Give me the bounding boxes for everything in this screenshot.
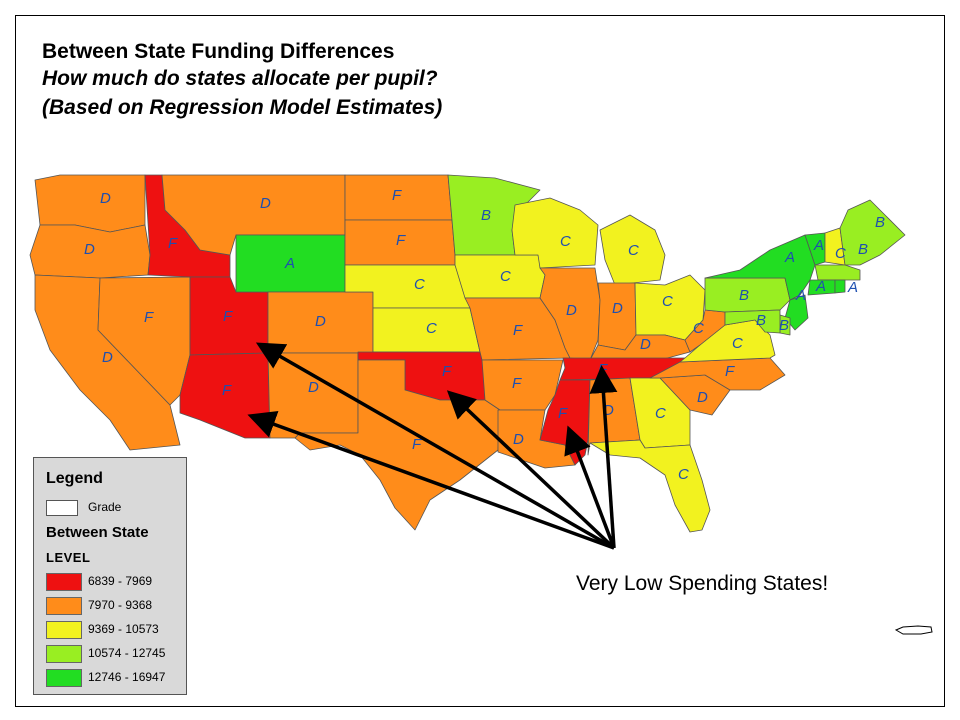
grade-label-louisiana: D [513, 431, 524, 448]
grade-label-georgia: C [655, 405, 666, 422]
grade-label-mississippi: F [558, 405, 568, 422]
legend-range-label: 6839 - 7969 [88, 574, 153, 588]
arrow-to-utah [255, 342, 615, 550]
grade-label-iowa: C [500, 268, 511, 285]
grade-label-south-dakota: F [396, 232, 406, 249]
legend-grade-swatch [46, 500, 78, 516]
state-new-york [704, 234, 816, 301]
map-subtitle-note: (Based on Regression Model Estimates) [42, 96, 443, 119]
grade-label-virginia: C [732, 335, 743, 352]
legend-layer-title: Between State [46, 524, 149, 541]
legend-range-label: 12746 - 16947 [88, 670, 166, 684]
legend-range-label: 10574 - 12745 [88, 646, 166, 660]
grade-label-montana: D [260, 195, 271, 212]
arrow-to-oklahoma [446, 390, 616, 550]
state-rhode-island [834, 279, 846, 294]
legend-color-swatch [46, 669, 82, 687]
legend-color-swatch [46, 621, 82, 639]
grade-label-massachusetts: B [858, 241, 868, 258]
state-massachusetts [814, 264, 861, 281]
grade-label-florida: C [678, 466, 689, 483]
grade-label-oklahoma: F [442, 363, 452, 380]
grade-label-alabama: D [603, 402, 614, 419]
grade-label-west-virginia: C [693, 320, 704, 337]
grade-label-connecticut: A [815, 278, 826, 295]
grade-label-washington: D [100, 190, 111, 207]
legend-box: Legend Grade Between State LEVEL 6839 - … [33, 457, 187, 695]
puerto-rico-outline [894, 625, 933, 635]
state-maryland [724, 309, 781, 334]
state-michigan [599, 214, 666, 286]
grade-label-maryland: B [779, 317, 789, 334]
grade-label-maine: B [875, 214, 885, 231]
legend-color-swatch [46, 645, 82, 663]
grade-label-california: D [102, 349, 113, 366]
state-washington [34, 174, 146, 233]
arrow-to-arizona [247, 411, 615, 550]
callout-label: Very Low Spending States! [576, 572, 829, 595]
grade-label-wisconsin: C [560, 233, 571, 250]
legend-grade-label: Grade [88, 500, 122, 514]
grade-label-new-york: A [784, 249, 795, 266]
grade-label-missouri: F [513, 322, 523, 339]
legend-title: Legend [46, 470, 103, 487]
grade-label-new-hampshire: C [835, 245, 846, 262]
legend-range-label: 9369 - 10573 [88, 622, 159, 636]
grade-label-pennsylvania: B [739, 287, 749, 304]
grade-label-delaware: B [756, 312, 766, 329]
grade-label-arizona: F [222, 382, 232, 399]
grade-label-michigan: C [628, 242, 639, 259]
grade-label-north-carolina: F [725, 363, 735, 380]
grade-label-kentucky: D [640, 336, 651, 353]
map-subtitle: How much do states allocate per pupil? [42, 67, 438, 90]
grade-label-kansas: C [426, 320, 437, 337]
state-new-jersey [784, 294, 809, 331]
legend-color-swatch [46, 597, 82, 615]
state-maine [839, 199, 906, 266]
grade-label-indiana: D [612, 300, 623, 317]
legend-range-label: 7970 - 9368 [88, 598, 153, 612]
arrow-to-tennessee [589, 365, 618, 549]
arrow-to-mississippi [564, 425, 616, 549]
grade-label-arkansas: F [512, 375, 522, 392]
grade-label-new-jersey: A [795, 287, 806, 304]
grade-label-nevada: F [144, 309, 154, 326]
state-florida [589, 439, 711, 533]
grade-label-wyoming: A [284, 255, 295, 272]
grade-label-texas: F [412, 436, 422, 453]
legend-field-title: LEVEL [46, 550, 91, 565]
grade-label-idaho: F [168, 235, 178, 252]
map-title: Between State Funding Differences [42, 40, 395, 63]
grade-label-nebraska: C [414, 276, 425, 293]
callout-arrows [247, 342, 618, 550]
grade-label-vermont: A [813, 237, 824, 254]
grade-label-oregon: D [84, 241, 95, 258]
legend-color-swatch [46, 573, 82, 591]
grade-label-illinois: D [566, 302, 577, 319]
grade-label-utah: F [223, 308, 233, 325]
state-wisconsin [511, 197, 599, 269]
state-arkansas [481, 359, 564, 411]
grade-label-colorado: D [315, 313, 326, 330]
grade-label-north-dakota: F [392, 187, 402, 204]
grade-label-minnesota: B [481, 207, 491, 224]
grade-label-rhode-island: A [847, 279, 858, 296]
grade-label-new-mexico: D [308, 379, 319, 396]
grade-label-ohio: C [662, 293, 673, 310]
grade-label-south-carolina: D [697, 389, 708, 406]
